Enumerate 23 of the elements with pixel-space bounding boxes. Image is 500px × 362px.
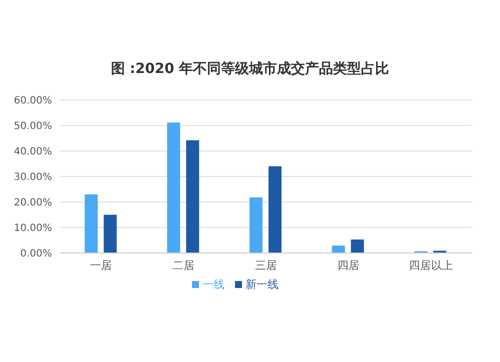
bar bbox=[167, 122, 180, 253]
chart-title: 图 :2020 年不同等级城市成交产品类型占比 bbox=[110, 60, 390, 78]
bar bbox=[350, 239, 364, 253]
x-tick-label: 一居 bbox=[90, 258, 112, 272]
x-tick-label: 三居 bbox=[255, 258, 277, 272]
bar bbox=[186, 140, 200, 253]
y-tick-label: 0.00% bbox=[20, 248, 52, 260]
x-tick-label: 二居 bbox=[172, 258, 195, 272]
x-tick-label: 四居以上 bbox=[408, 258, 453, 272]
bar bbox=[332, 246, 345, 253]
y-tick-label: 20.00% bbox=[14, 198, 52, 209]
bar bbox=[268, 166, 282, 253]
y-tick-label: 40.00% bbox=[14, 146, 52, 158]
legend-label: 一线 bbox=[202, 278, 224, 291]
legend-label: 新一线 bbox=[246, 278, 278, 291]
bar bbox=[250, 197, 263, 253]
bar bbox=[104, 214, 117, 253]
y-tick-label: 50.00% bbox=[14, 121, 52, 132]
bar bbox=[84, 194, 98, 253]
x-tick-label: 四居 bbox=[337, 258, 360, 272]
y-tick-label: 10.00% bbox=[14, 223, 52, 234]
y-tick-label: 30.00% bbox=[14, 172, 52, 184]
y-tick-label: 60.00% bbox=[14, 96, 52, 107]
